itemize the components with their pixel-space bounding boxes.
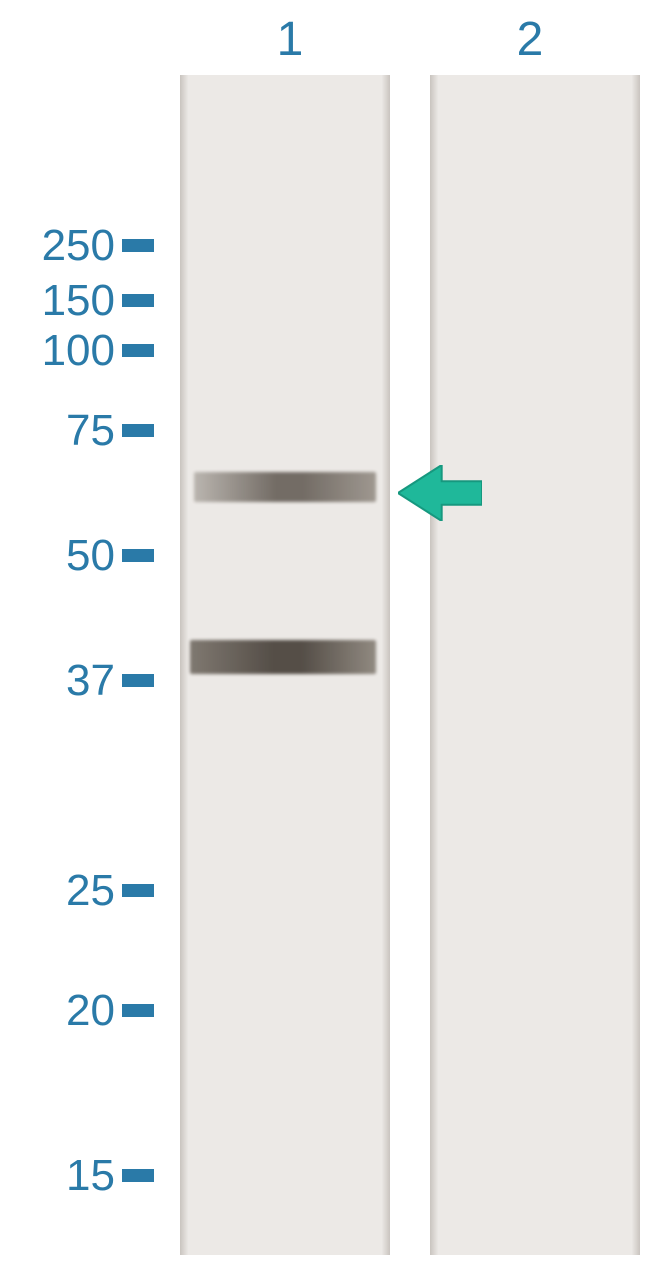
marker-tick-25 (122, 884, 154, 897)
marker-label-250: 250 (42, 221, 115, 271)
lane-header-1: 1 (250, 12, 330, 67)
marker-tick-75 (122, 424, 154, 437)
marker-tick-20 (122, 1004, 154, 1017)
blot-canvas: 1 2 250150100 75 50 37 25 20 15 (0, 0, 650, 1270)
marker-tick-150 (122, 294, 154, 307)
marker-tick-50 (122, 549, 154, 562)
marker-label-15: 15 (66, 1151, 115, 1201)
marker-tick-15 (122, 1169, 154, 1182)
marker-tick-100 (122, 344, 154, 357)
lane-1-band-lower (190, 640, 376, 674)
marker-tick-37 (122, 674, 154, 687)
marker-label-75: 75 (66, 406, 115, 456)
marker-label-50: 50 (66, 531, 115, 581)
lane-1-band-upper (194, 472, 376, 502)
lane-1 (180, 75, 390, 1255)
lane-2 (430, 75, 640, 1255)
marker-label-20: 20 (66, 986, 115, 1036)
lane-header-2: 2 (490, 12, 570, 67)
marker-label-25: 25 (66, 866, 115, 916)
target-arrow-icon (398, 465, 482, 521)
marker-label-150: 150 (42, 276, 115, 326)
marker-tick-250 (122, 239, 154, 252)
marker-label-37: 37 (66, 656, 115, 706)
marker-label-100: 100 (42, 326, 115, 376)
